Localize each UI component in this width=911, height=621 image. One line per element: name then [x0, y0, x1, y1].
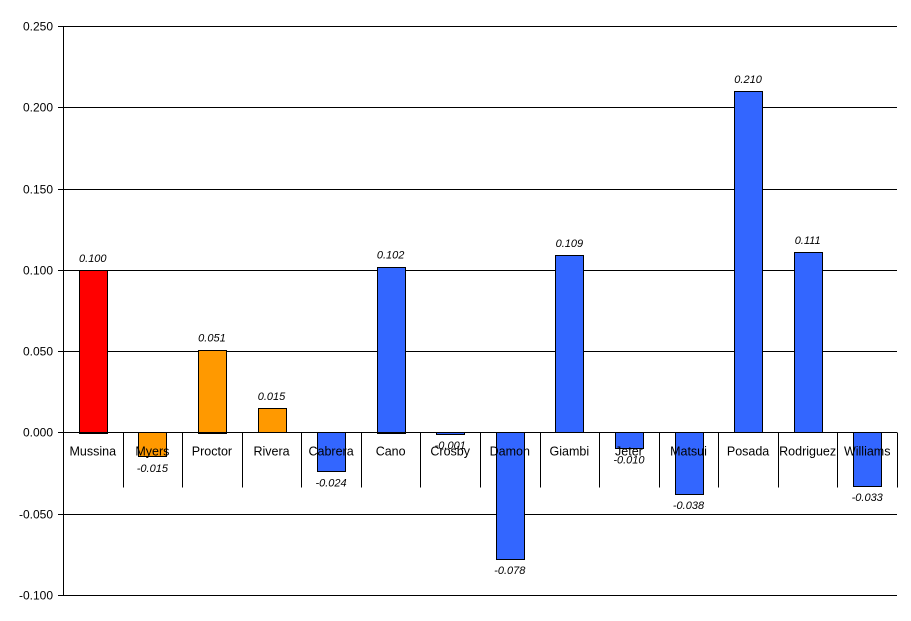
x-tick-label: Rivera [253, 445, 289, 459]
bar-posada [734, 91, 763, 433]
bar-myers [138, 432, 167, 457]
bar-matsui [675, 432, 704, 495]
data-label: -0.078 [494, 565, 526, 577]
x-tick-label: Giambi [550, 445, 590, 459]
y-tick-label: 0.100 [23, 264, 53, 278]
data-label: -0.024 [315, 477, 346, 489]
bar-williams [853, 432, 882, 487]
data-label: -0.015 [137, 463, 169, 475]
bar-rivera [258, 408, 287, 433]
data-label: 0.111 [795, 235, 821, 247]
x-tick-label: Proctor [192, 445, 232, 459]
x-tick-label: Matsui [670, 445, 707, 459]
bar-mussina [79, 270, 108, 434]
bar-giambi [555, 255, 584, 433]
gridlines [63, 26, 897, 596]
x-tick-label: Cano [376, 445, 406, 459]
y-tick-label: -0.050 [19, 508, 53, 522]
bar-cano [377, 267, 406, 434]
data-labels: 0.100 -0.015 0.051 0.015 -0.024 0.102 -0.001 -0… [79, 74, 884, 577]
y-tick-label: 0.050 [23, 345, 53, 359]
x-tick-label: Cabrera [308, 445, 353, 459]
data-label: 0.015 [258, 391, 286, 403]
data-label: -0.010 [613, 455, 645, 467]
data-label: 0.210 [734, 74, 762, 86]
y-axis: 0.250 0.200 0.150 0.100 0.050 0.000 -0.050 -0.1… [19, 20, 64, 603]
bars [79, 91, 882, 560]
x-tick-label: Williams [844, 445, 891, 459]
y-tick-label: 0.250 [23, 20, 53, 34]
y-tick-label: 0.150 [23, 183, 53, 197]
x-tick-label: Mussina [70, 445, 117, 459]
x-axis: Mussina Myers Proctor Rivera Cabrera Cano Cros… [63, 432, 898, 488]
data-label: -0.001 [435, 440, 466, 452]
x-tick-label: Rodriguez [779, 445, 836, 459]
y-tick-label: 0.000 [23, 426, 53, 440]
data-label: 0.102 [377, 250, 405, 262]
bar-rodriguez [794, 252, 823, 433]
data-label: -0.033 [852, 492, 884, 504]
x-tick-label: Myers [135, 445, 169, 459]
bar-proctor [198, 350, 227, 434]
data-label: -0.038 [673, 500, 705, 512]
x-tick-label: Crosby [430, 445, 470, 459]
x-tick-label: Jeter [615, 445, 643, 459]
y-tick-label: 0.200 [23, 101, 53, 115]
data-label: 0.051 [198, 333, 226, 345]
data-label: 0.100 [79, 253, 107, 265]
y-tick-label: -0.100 [19, 589, 53, 603]
x-tick-label: Damon [490, 445, 530, 459]
x-tick-label: Posada [727, 445, 769, 459]
data-label: 0.109 [556, 238, 584, 250]
